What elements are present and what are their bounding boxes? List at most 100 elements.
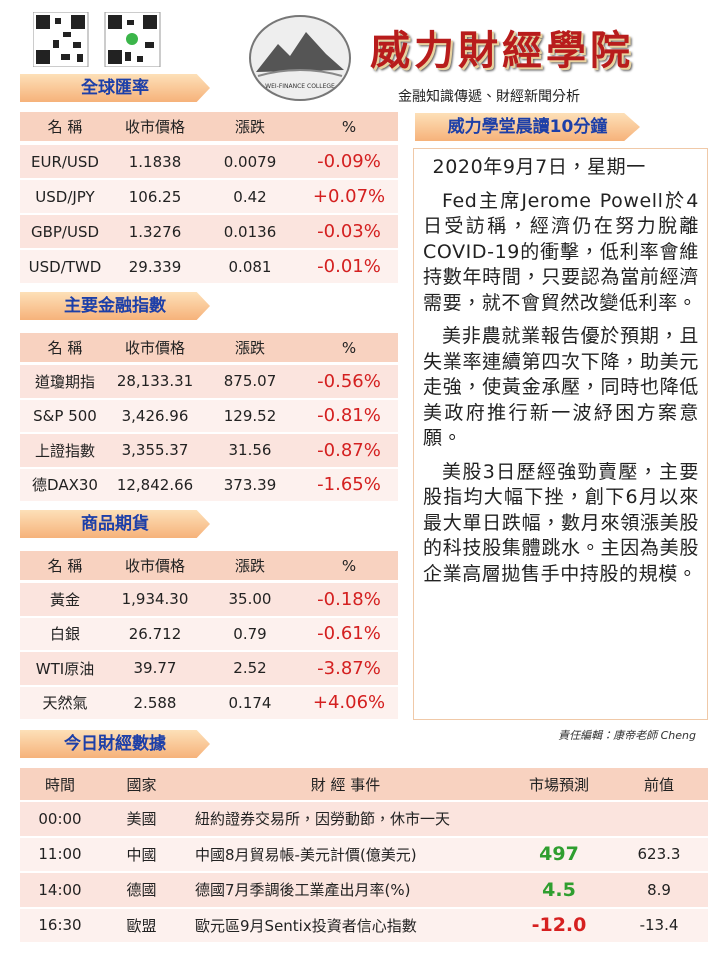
header-cell: 漲跌	[200, 333, 300, 362]
table-cell: 35.00	[200, 583, 300, 616]
table-cell: 11:00	[20, 837, 100, 871]
table-cell: 623.3	[610, 837, 708, 871]
table-cell: 3,355.37	[110, 434, 200, 467]
header-cell: 收市價格	[110, 112, 200, 141]
article: 2020年9月7日，星期一 Fed主席Jerome Powell於4日受訪稱，經…	[413, 148, 708, 720]
table-cell: 黃金	[20, 583, 110, 616]
percent-change: -0.61%	[300, 617, 398, 650]
section-tab: 今日財經數據	[20, 730, 210, 758]
percent-change: -0.87%	[300, 434, 398, 467]
header-cell: 財 經 事件	[183, 768, 508, 800]
percent-change: -0.81%	[300, 399, 398, 432]
percent-change: -0.01%	[300, 250, 398, 283]
table-cell: 0.79	[200, 617, 300, 650]
percent-change: +4.06%	[300, 686, 398, 719]
table-cell: 中國	[100, 837, 183, 871]
table-cell: 1,934.30	[110, 583, 200, 616]
header-cell: %	[300, 112, 398, 141]
section-tab: 威力學堂晨讀10分鐘	[415, 113, 640, 141]
table-cell: 14:00	[20, 873, 100, 907]
table-cell: 0.0136	[200, 215, 300, 248]
table-cell: 12,842.66	[110, 468, 200, 501]
header-cell: %	[300, 551, 398, 580]
table-cell: 28,133.31	[110, 365, 200, 398]
table-cell: 上證指數	[20, 434, 110, 467]
table-cell: 8.9	[610, 873, 708, 907]
percent-change: +0.07%	[300, 180, 398, 213]
header-cell: 國家	[100, 768, 183, 800]
table-cell: 0.0079	[200, 145, 300, 178]
logo: WEI-FINANCE COLLEGE	[249, 15, 351, 101]
table-cell: -13.4	[610, 908, 708, 942]
table-cell: EUR/USD	[20, 145, 110, 178]
table-cell: 白銀	[20, 617, 110, 650]
table-cell: 2.588	[110, 686, 200, 719]
table-cell: 德國	[100, 873, 183, 907]
table-cell: 3,426.96	[110, 399, 200, 432]
section-tab: 主要金融指數	[20, 292, 210, 320]
table-cell: 道瓊期指	[20, 365, 110, 398]
header-cell: 名 稱	[20, 333, 110, 362]
table-cell: GBP/USD	[20, 215, 110, 248]
percent-change: -1.65%	[300, 468, 398, 501]
table-cell: WTI原油	[20, 652, 110, 685]
table-cell: 中國8月貿易帳-美元計價(億美元)	[183, 837, 508, 871]
site-title: 威力財經學院	[370, 28, 634, 74]
table-cell: S&P 500	[20, 399, 110, 432]
table-cell: 29.339	[110, 250, 200, 283]
table-cell	[610, 802, 708, 836]
table-cell: 0.081	[200, 250, 300, 283]
logo-text: WEI-FINANCE COLLEGE	[265, 83, 335, 90]
forecast: -12.0	[508, 908, 610, 942]
forecast	[508, 802, 610, 836]
header-cell: 收市價格	[110, 551, 200, 580]
header-cell: 時間	[20, 768, 100, 800]
header-cell: 前值	[610, 768, 708, 800]
percent-change: -0.18%	[300, 583, 398, 616]
table-cell: 1.1838	[110, 145, 200, 178]
table-cell: USD/JPY	[20, 180, 110, 213]
header-cell: 漲跌	[200, 551, 300, 580]
table-cell: 00:00	[20, 802, 100, 836]
forecast: 4.5	[508, 873, 610, 907]
header-cell: 收市價格	[110, 333, 200, 362]
table-cell: 31.56	[200, 434, 300, 467]
percent-change: -0.03%	[300, 215, 398, 248]
percent-change: -0.09%	[300, 145, 398, 178]
table-cell: 16:30	[20, 908, 100, 942]
article-date: 2020年9月7日，星期一	[432, 156, 646, 178]
section-tab: 商品期貨	[20, 510, 210, 538]
table-cell: 875.07	[200, 365, 300, 398]
table-cell: 373.39	[200, 468, 300, 501]
table-cell: 106.25	[110, 180, 200, 213]
header-cell: 市場預測	[508, 768, 610, 800]
qr-codes	[33, 12, 161, 67]
table-cell: USD/TWD	[20, 250, 110, 283]
header-cell: 名 稱	[20, 551, 110, 580]
table-cell: 德國7月季調後工業產出月率(%)	[183, 873, 508, 907]
table-cell: 26.712	[110, 617, 200, 650]
percent-change: -3.87%	[300, 652, 398, 685]
table-cell: 美國	[100, 802, 183, 836]
paragraph: Fed主席Jerome Powell於4日受訪稱，經濟仍在努力脫離COVID-1…	[423, 189, 699, 314]
table-cell: 德DAX30	[20, 468, 110, 501]
paragraph: 美非農就業報告優於預期，且失業率連續第四次下降，助美元走強，使黃金承壓，同時也降…	[423, 325, 699, 449]
table-cell: 1.3276	[110, 215, 200, 248]
table-cell: 天然氣	[20, 686, 110, 719]
table-cell: 2.52	[200, 652, 300, 685]
table-cell: 歐盟	[100, 908, 183, 942]
table-cell: 歐元區9月Sentix投資者信心指數	[183, 908, 508, 942]
table-cell: 129.52	[200, 399, 300, 432]
forecast: 497	[508, 837, 610, 871]
subtitle: 金融知識傳遞、財經新聞分析	[398, 89, 580, 105]
table-cell: 0.174	[200, 686, 300, 719]
percent-change: -0.56%	[300, 365, 398, 398]
header-cell: 名 稱	[20, 112, 110, 141]
header-cell: 漲跌	[200, 112, 300, 141]
editor: 責任編輯：康帝老師 Cheng	[558, 729, 696, 742]
paragraph: 美股3日歷經強勁賣壓，主要股指均大幅下挫，創下6月以來最大單日跌幅，數月來領漲美…	[423, 460, 699, 585]
section-tab: 全球匯率	[20, 74, 210, 102]
table-cell: 39.77	[110, 652, 200, 685]
header-cell: %	[300, 333, 398, 362]
